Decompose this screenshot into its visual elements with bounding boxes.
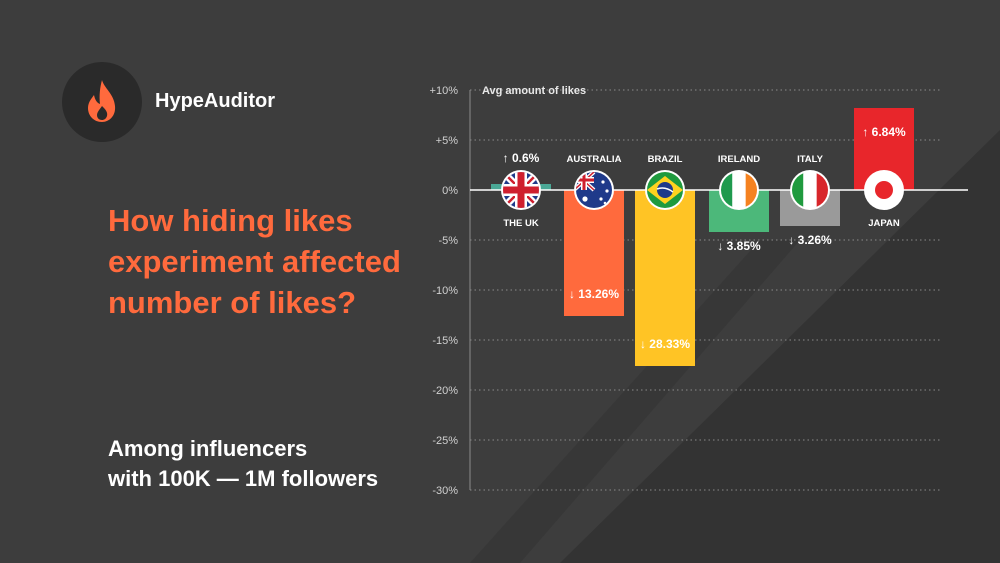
data-label: ↓ 3.26% <box>788 233 832 247</box>
y-tick-label: -5% <box>438 235 458 247</box>
y-tick-label: -25% <box>432 435 458 447</box>
data-label: ↑ 0.6% <box>503 151 540 165</box>
australia-flag-icon <box>574 170 614 210</box>
data-label: ↑ 6.84% <box>862 125 906 139</box>
bar-australia <box>564 190 624 316</box>
y-tick-label: -15% <box>432 335 458 347</box>
y-tick-label: +5% <box>436 135 459 147</box>
category-label: AUSTRALIA <box>567 154 622 165</box>
uk-flag-icon <box>501 170 541 210</box>
subline-line-1: Among influencers <box>108 436 308 461</box>
subline-line-2: with 100K — 1M followers <box>108 466 379 491</box>
ireland-flag-icon <box>719 170 759 210</box>
brazil-flag-icon <box>645 170 685 210</box>
y-axis-label: Avg amount of likes <box>482 85 586 97</box>
y-tick-label: -30% <box>432 485 458 497</box>
subline: Among influencers with 100K — 1M followe… <box>108 434 438 494</box>
logo <box>62 62 142 142</box>
data-label: ↓ 28.33% <box>640 337 690 351</box>
y-tick-label: 0% <box>442 185 458 197</box>
bar-brazil <box>635 190 695 366</box>
category-label: THE UK <box>503 218 539 229</box>
brand-name: HypeAuditor <box>155 90 275 112</box>
category-label: IRELAND <box>718 154 760 165</box>
y-tick-label: +10% <box>430 85 459 97</box>
category-label: BRAZIL <box>648 154 683 165</box>
data-label: ↓ 3.85% <box>717 239 761 253</box>
category-label: JAPAN <box>868 218 900 229</box>
y-tick-label: -10% <box>432 285 458 297</box>
flame-icon <box>88 80 116 122</box>
data-label: ↓ 13.26% <box>569 287 619 301</box>
italy-flag-icon <box>790 170 830 210</box>
japan-flag-icon <box>864 170 904 210</box>
category-label: ITALY <box>797 154 824 165</box>
headline: How hiding likes experiment affected num… <box>108 203 401 320</box>
y-tick-label: -20% <box>432 385 458 397</box>
